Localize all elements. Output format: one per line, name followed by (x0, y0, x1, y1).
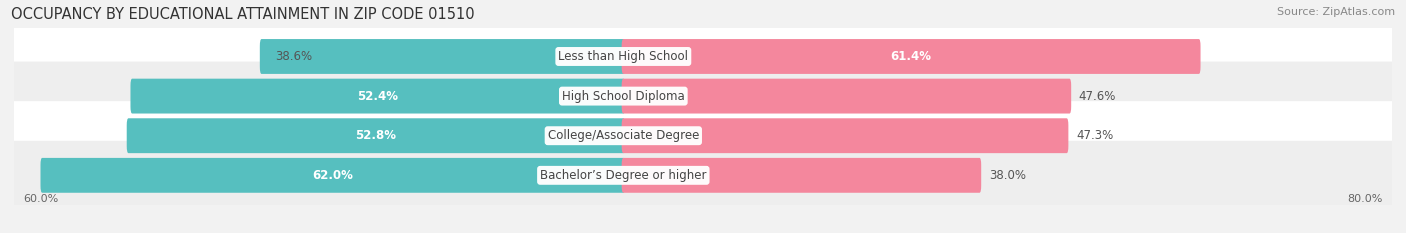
Text: Source: ZipAtlas.com: Source: ZipAtlas.com (1277, 7, 1395, 17)
Text: 38.0%: 38.0% (988, 169, 1026, 182)
Text: 62.0%: 62.0% (312, 169, 353, 182)
FancyBboxPatch shape (131, 79, 626, 113)
Text: 61.4%: 61.4% (890, 50, 932, 63)
FancyBboxPatch shape (11, 22, 1395, 91)
Text: 52.8%: 52.8% (356, 129, 396, 142)
FancyBboxPatch shape (14, 64, 1398, 133)
FancyBboxPatch shape (621, 118, 1069, 153)
Text: 47.6%: 47.6% (1078, 90, 1116, 103)
FancyBboxPatch shape (621, 79, 1071, 113)
Text: 38.6%: 38.6% (276, 50, 312, 63)
FancyBboxPatch shape (11, 101, 1395, 170)
FancyBboxPatch shape (621, 158, 981, 193)
FancyBboxPatch shape (14, 24, 1398, 93)
FancyBboxPatch shape (621, 39, 1201, 74)
FancyBboxPatch shape (14, 103, 1398, 172)
FancyBboxPatch shape (14, 143, 1398, 212)
Text: Bachelor’s Degree or higher: Bachelor’s Degree or higher (540, 169, 707, 182)
FancyBboxPatch shape (127, 118, 626, 153)
FancyBboxPatch shape (11, 141, 1395, 210)
FancyBboxPatch shape (260, 39, 626, 74)
Text: 47.3%: 47.3% (1076, 129, 1114, 142)
Text: 80.0%: 80.0% (1347, 194, 1382, 204)
Text: Less than High School: Less than High School (558, 50, 689, 63)
Text: 60.0%: 60.0% (24, 194, 59, 204)
FancyBboxPatch shape (41, 158, 626, 193)
Text: College/Associate Degree: College/Associate Degree (548, 129, 699, 142)
Text: OCCUPANCY BY EDUCATIONAL ATTAINMENT IN ZIP CODE 01510: OCCUPANCY BY EDUCATIONAL ATTAINMENT IN Z… (11, 7, 475, 22)
FancyBboxPatch shape (11, 62, 1395, 131)
Text: High School Diploma: High School Diploma (562, 90, 685, 103)
Text: 52.4%: 52.4% (357, 90, 398, 103)
